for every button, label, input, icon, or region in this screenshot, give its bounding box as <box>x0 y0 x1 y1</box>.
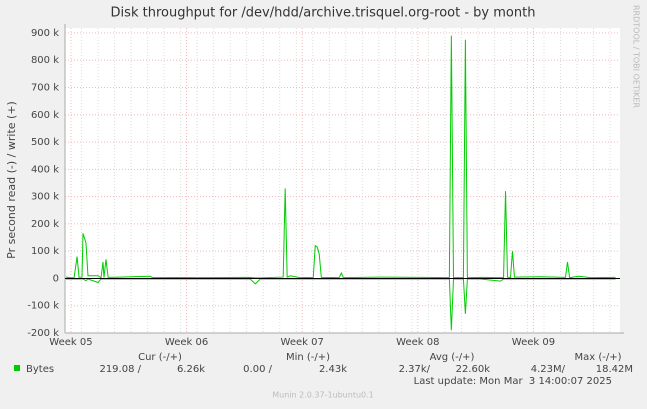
y-tick-label: 0 <box>53 273 59 284</box>
last-update: Last update: Mon Mar 3 14:00:07 2025 <box>414 376 612 387</box>
legend-value: 18.42M <box>596 364 633 375</box>
legend-value: 2.43k <box>319 364 347 375</box>
legend-header: Cur (-/+) <box>138 352 182 363</box>
y-tick-label: 800 k <box>31 55 59 66</box>
y-tick-label: 600 k <box>31 110 59 121</box>
footer: Munin 2.0.37-1ubuntu0.1 <box>272 391 374 400</box>
legend-value: 219.08 / <box>99 364 141 375</box>
y-tick-label: 900 k <box>31 28 59 39</box>
data-line <box>65 35 616 279</box>
x-tick-label: Week 09 <box>512 337 555 348</box>
legend-label: Bytes <box>26 364 54 375</box>
x-tick-label: Week 07 <box>281 337 324 348</box>
legend-value: 2.37k/ <box>399 364 431 375</box>
y-tick-label: 500 k <box>31 137 59 148</box>
y-tick-label: 200 k <box>31 219 59 230</box>
x-tick-label: Week 05 <box>49 337 92 348</box>
legend-value: 6.26k <box>177 364 205 375</box>
y-tick-label: 400 k <box>31 164 59 175</box>
legend-header: Avg (-/+) <box>430 352 475 363</box>
chart-title: Disk throughput for /dev/hdd/archive.tri… <box>111 6 536 21</box>
y-tick-label: 700 k <box>31 82 59 93</box>
legend-value: 22.60k <box>456 364 491 375</box>
legend-value: 4.23M/ <box>531 364 566 375</box>
side-text: RRDTOOL / TOBI OETIKER <box>632 5 641 108</box>
plot-area <box>65 28 620 333</box>
data-line <box>65 278 616 331</box>
x-tick-label: Week 08 <box>396 337 439 348</box>
x-tick-label: Week 06 <box>165 337 208 348</box>
y-tick-label: 300 k <box>31 192 59 203</box>
y-tick-label: -100 k <box>27 301 59 312</box>
legend-header: Min (-/+) <box>286 352 330 363</box>
legend-value: 0.00 / <box>243 364 272 375</box>
legend-swatch <box>14 365 20 371</box>
y-axis-label: Pr second read (-) / write (+) <box>5 101 18 259</box>
legend-header: Max (-/+) <box>574 352 621 363</box>
y-tick-label: 100 k <box>31 246 59 257</box>
y-tick-label: -200 k <box>27 328 59 339</box>
